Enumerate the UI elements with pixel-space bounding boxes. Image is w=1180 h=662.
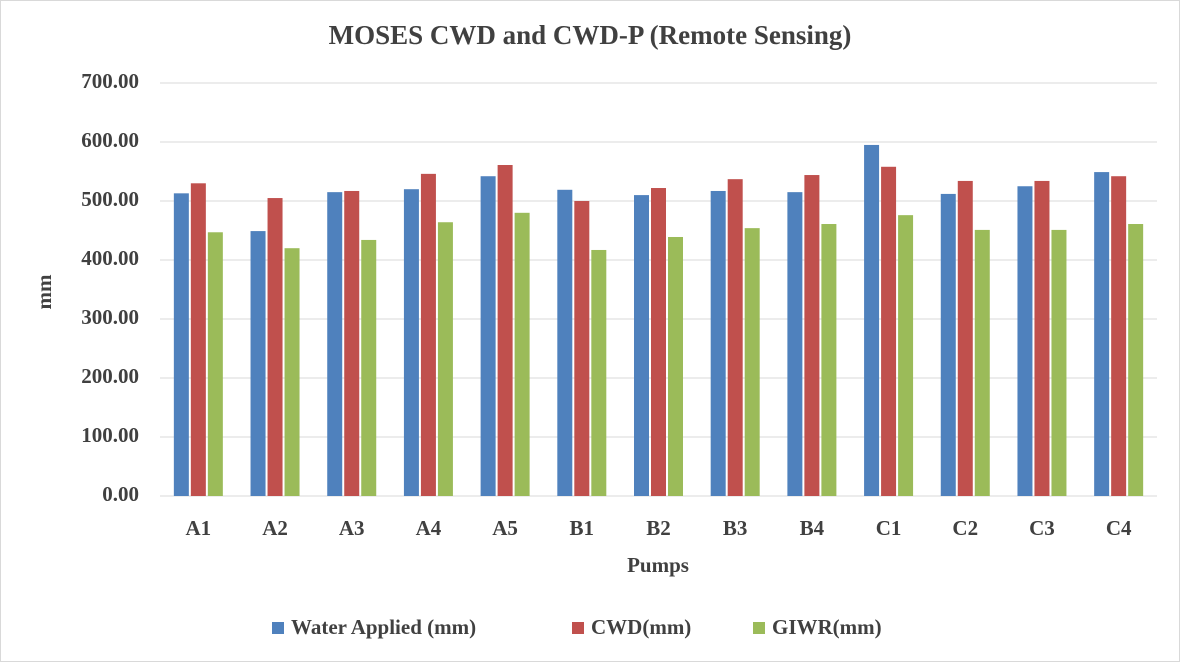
bar <box>974 229 990 496</box>
bar <box>1034 180 1050 496</box>
bar <box>881 166 897 496</box>
bar <box>267 198 283 497</box>
bar <box>864 144 880 496</box>
bar <box>403 189 419 496</box>
bar <box>497 165 513 496</box>
y-tick-label: 500.00 <box>81 187 139 211</box>
bar <box>651 188 666 496</box>
bar <box>361 239 377 496</box>
y-axis-label: mm <box>32 274 56 309</box>
x-tick-label: A1 <box>186 516 212 540</box>
bar <box>710 190 726 496</box>
x-tick-label: C3 <box>1029 516 1055 540</box>
legend-label: GIWR(mm) <box>772 615 882 639</box>
x-tick-label: B1 <box>570 516 595 540</box>
bar <box>514 212 530 497</box>
x-tick-label: A2 <box>262 516 288 540</box>
x-tick-label: C2 <box>952 516 978 540</box>
bar <box>1051 229 1067 496</box>
y-tick-label: 600.00 <box>81 128 139 152</box>
y-tick-label: 0.00 <box>102 482 139 506</box>
legend-swatch <box>753 622 765 634</box>
x-tick-label: C1 <box>876 516 902 540</box>
bar <box>821 224 837 496</box>
bar <box>744 228 760 496</box>
y-tick-label: 400.00 <box>81 246 139 270</box>
bar <box>591 249 607 496</box>
bar <box>898 215 914 496</box>
bar <box>344 190 360 496</box>
x-tick-label: C4 <box>1106 516 1132 540</box>
bar <box>1128 224 1144 496</box>
bar <box>1017 186 1033 496</box>
x-tick-label: B4 <box>800 516 825 540</box>
bar <box>957 180 973 496</box>
bar <box>557 189 573 497</box>
bar <box>207 232 223 496</box>
x-tick-label: A3 <box>339 516 365 540</box>
y-tick-label: 100.00 <box>81 423 139 447</box>
bar <box>804 175 820 497</box>
bar <box>634 195 649 496</box>
bar <box>940 193 956 497</box>
x-tick-label: B2 <box>646 516 671 540</box>
bar <box>1111 176 1127 496</box>
bar <box>190 183 206 497</box>
y-tick-label: 300.00 <box>81 305 139 329</box>
bar <box>173 193 189 496</box>
bar <box>284 248 300 496</box>
bar <box>327 192 343 496</box>
bar <box>420 173 436 497</box>
x-tick-label: B3 <box>723 516 748 540</box>
legend-label: CWD(mm) <box>591 615 691 639</box>
x-tick-label: A4 <box>416 516 442 540</box>
legend-label: Water Applied (mm) <box>291 615 476 639</box>
bar <box>574 201 590 496</box>
bar <box>480 176 496 496</box>
legend-swatch <box>572 622 584 634</box>
chart-title: MOSES CWD and CWD-P (Remote Sensing) <box>329 20 852 50</box>
x-axis-label: Pumps <box>627 553 689 577</box>
y-tick-label: 700.00 <box>81 69 139 93</box>
legend-swatch <box>272 622 284 634</box>
bar <box>787 192 803 496</box>
bar <box>437 222 453 497</box>
bar <box>1094 172 1110 496</box>
bar <box>727 179 743 497</box>
bar <box>668 236 683 497</box>
bar <box>250 231 266 496</box>
y-tick-label: 200.00 <box>81 364 139 388</box>
x-tick-label: A5 <box>492 516 518 540</box>
